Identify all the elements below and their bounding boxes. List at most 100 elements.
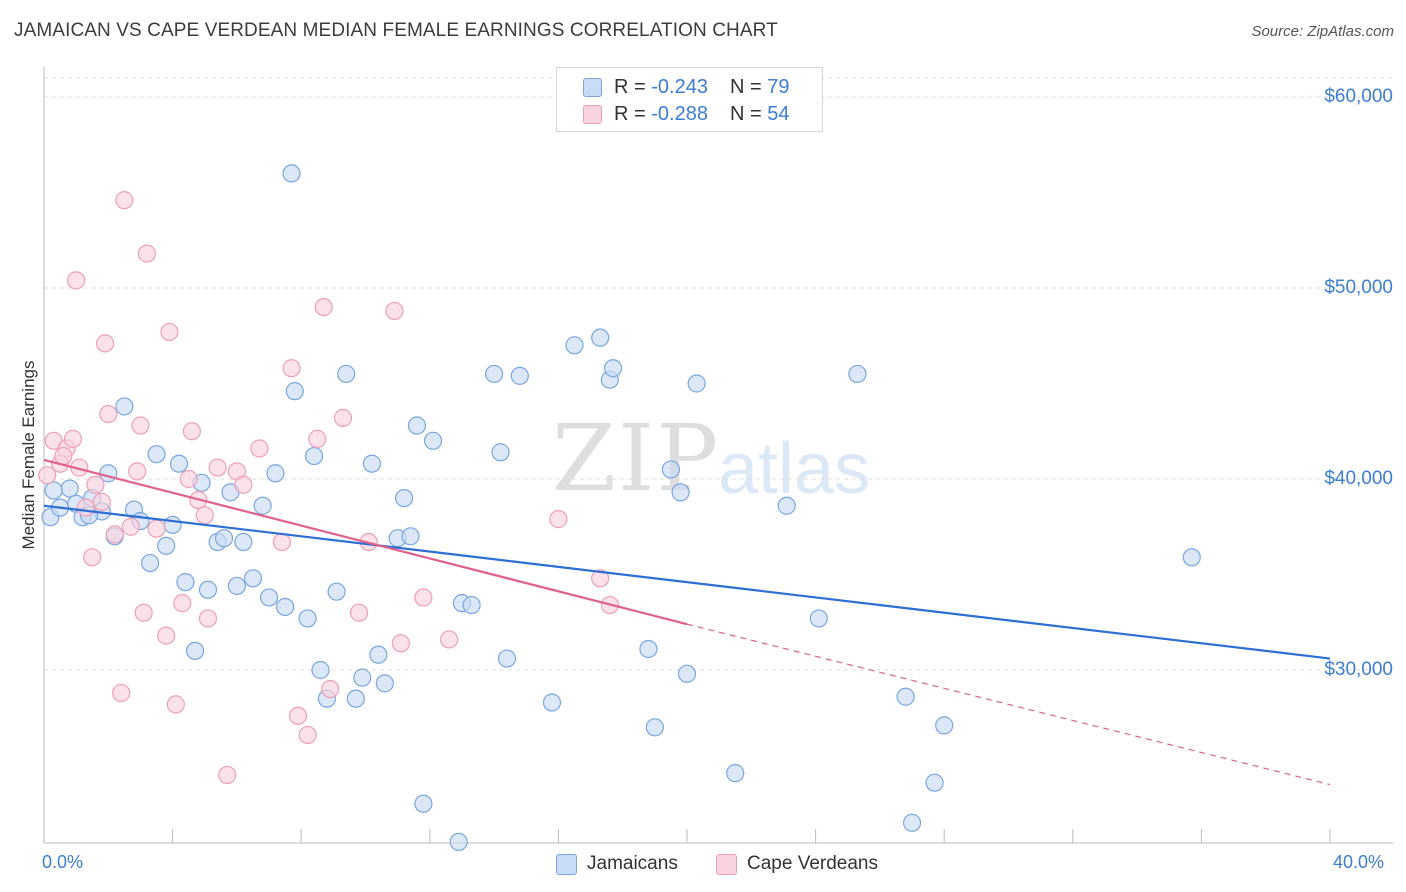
jamaican-point: [671, 483, 690, 502]
jamaican-point: [259, 588, 279, 607]
jamaican-point: [163, 515, 182, 534]
jamaican-point: [214, 529, 234, 548]
jamaican-point: [726, 764, 745, 783]
legend-n-value: 54: [767, 102, 790, 125]
cape-verdean-point: [63, 429, 83, 448]
jamaican-point: [276, 597, 295, 617]
cape-verdean-point: [414, 588, 433, 607]
cape-verdean-trend-extension: [686, 623, 1331, 786]
jamaican-point: [243, 569, 263, 588]
jamaican-point: [497, 649, 517, 668]
cape-verdean-point: [86, 475, 105, 494]
cape-verdean-point: [99, 404, 118, 424]
jamaican-point: [449, 832, 468, 852]
jamaican-point: [935, 716, 954, 735]
cape-verdean-point: [308, 429, 327, 448]
jamaican-point: [902, 813, 922, 832]
cape-verdean-point: [121, 517, 140, 536]
y-axis-label: Median Female Earnings: [19, 360, 38, 550]
bottom-legend-label-cape-verdeans: Cape Verdeans: [747, 853, 878, 874]
legend-n-label: N =: [729, 75, 762, 98]
cape-verdean-point: [385, 301, 404, 321]
jamaican-point: [462, 595, 481, 615]
jamaican-point: [60, 479, 79, 498]
cape-verdean-point: [115, 191, 134, 210]
legend-r-label: R =: [614, 75, 646, 98]
jamaican-point: [227, 576, 246, 596]
chart-title: JAMAICAN VS CAPE VERDEAN MEDIAN FEMALE E…: [14, 20, 778, 41]
x-tick-label-max: 40.0%: [1333, 852, 1385, 872]
cape-verdean-point: [288, 706, 308, 725]
jamaican-point: [1182, 548, 1201, 567]
cape-verdean-point: [182, 422, 201, 441]
jamaican-point: [687, 374, 706, 393]
jamaican-point: [147, 445, 166, 464]
jamaican-point: [645, 718, 664, 737]
cape-verdean-point: [137, 244, 156, 263]
jamaican-point: [661, 460, 681, 479]
cape-verdean-point: [234, 475, 253, 494]
cape-verdean-point: [166, 695, 185, 714]
y-tick-label-50000: $50,000: [1324, 277, 1393, 298]
cape-verdean-point: [349, 603, 369, 622]
jamaican-point: [285, 382, 304, 401]
jamaican-point: [542, 693, 562, 712]
cape-verdean-point: [198, 609, 218, 628]
jamaican-point: [401, 527, 420, 546]
bottom-legend-label-jamaicans: Jamaicans: [587, 853, 678, 874]
cape-verdean-point: [179, 469, 198, 489]
y-tick-label-30000: $30,000: [1324, 659, 1393, 680]
jamaican-point: [407, 416, 427, 435]
cape-verdean-point: [298, 725, 317, 745]
cape-verdean-point: [54, 446, 73, 466]
cape-verdean-point: [128, 462, 147, 481]
source-credit: Source: ZipAtlas.com: [1251, 23, 1394, 40]
legend-r-label: R =: [614, 102, 646, 125]
bottom-legend-cape-verdeans: Cape Verdeans: [716, 853, 878, 875]
bottom-legend-swatch-blue: [556, 853, 577, 875]
jamaican-point: [176, 573, 195, 592]
jamaican-trend-line: [43, 504, 1331, 660]
cape-verdean-point: [92, 492, 111, 512]
jamaican-point: [591, 328, 610, 347]
legend-r-value: -0.288: [651, 102, 708, 125]
cape-verdean-point: [134, 603, 153, 622]
jamaican-point: [369, 645, 388, 664]
jamaican-point: [925, 773, 944, 792]
y-tick-label-40000: $40,000: [1324, 468, 1393, 489]
jamaican-point: [375, 674, 394, 693]
jamaican-point: [809, 609, 828, 628]
cape-verdean-point: [314, 298, 333, 317]
cape-verdean-point: [282, 359, 301, 378]
cape-verdean-point: [549, 510, 568, 529]
jamaican-point: [304, 446, 324, 466]
jamaican-point: [337, 364, 356, 384]
cape-verdean-point: [38, 466, 57, 485]
correlation-legend: R = -0.243 N = 79 R = -0.288 N = 54: [556, 67, 823, 132]
jamaican-point: [362, 454, 382, 473]
cape-verdean-point: [250, 439, 269, 458]
legend-row-jamaicans: R = -0.243 N = 79: [583, 75, 789, 99]
x-tick-label-min: 0.0%: [42, 852, 84, 872]
jamaican-point: [327, 582, 346, 601]
cape-verdean-point: [391, 634, 410, 653]
cape-verdean-point: [83, 548, 102, 567]
jamaican-point: [186, 641, 205, 661]
jamaican-point: [491, 443, 510, 462]
jamaican-point: [423, 431, 443, 450]
jamaican-point: [198, 580, 218, 599]
cape-verdean-point: [195, 506, 214, 525]
cape-verdean-point: [321, 679, 340, 699]
jamaican-point: [677, 664, 697, 683]
jamaican-point: [140, 553, 160, 573]
legend-swatch-blue: [583, 77, 602, 97]
jamaican-point: [298, 609, 317, 628]
cape-verdean-point: [76, 498, 95, 517]
cape-verdean-point: [218, 765, 237, 785]
jamaican-point: [639, 639, 658, 659]
legend-n-value: 79: [767, 75, 790, 98]
jamaican-point: [253, 496, 272, 515]
jamaican-point: [346, 689, 365, 708]
jamaican-point: [565, 336, 584, 355]
